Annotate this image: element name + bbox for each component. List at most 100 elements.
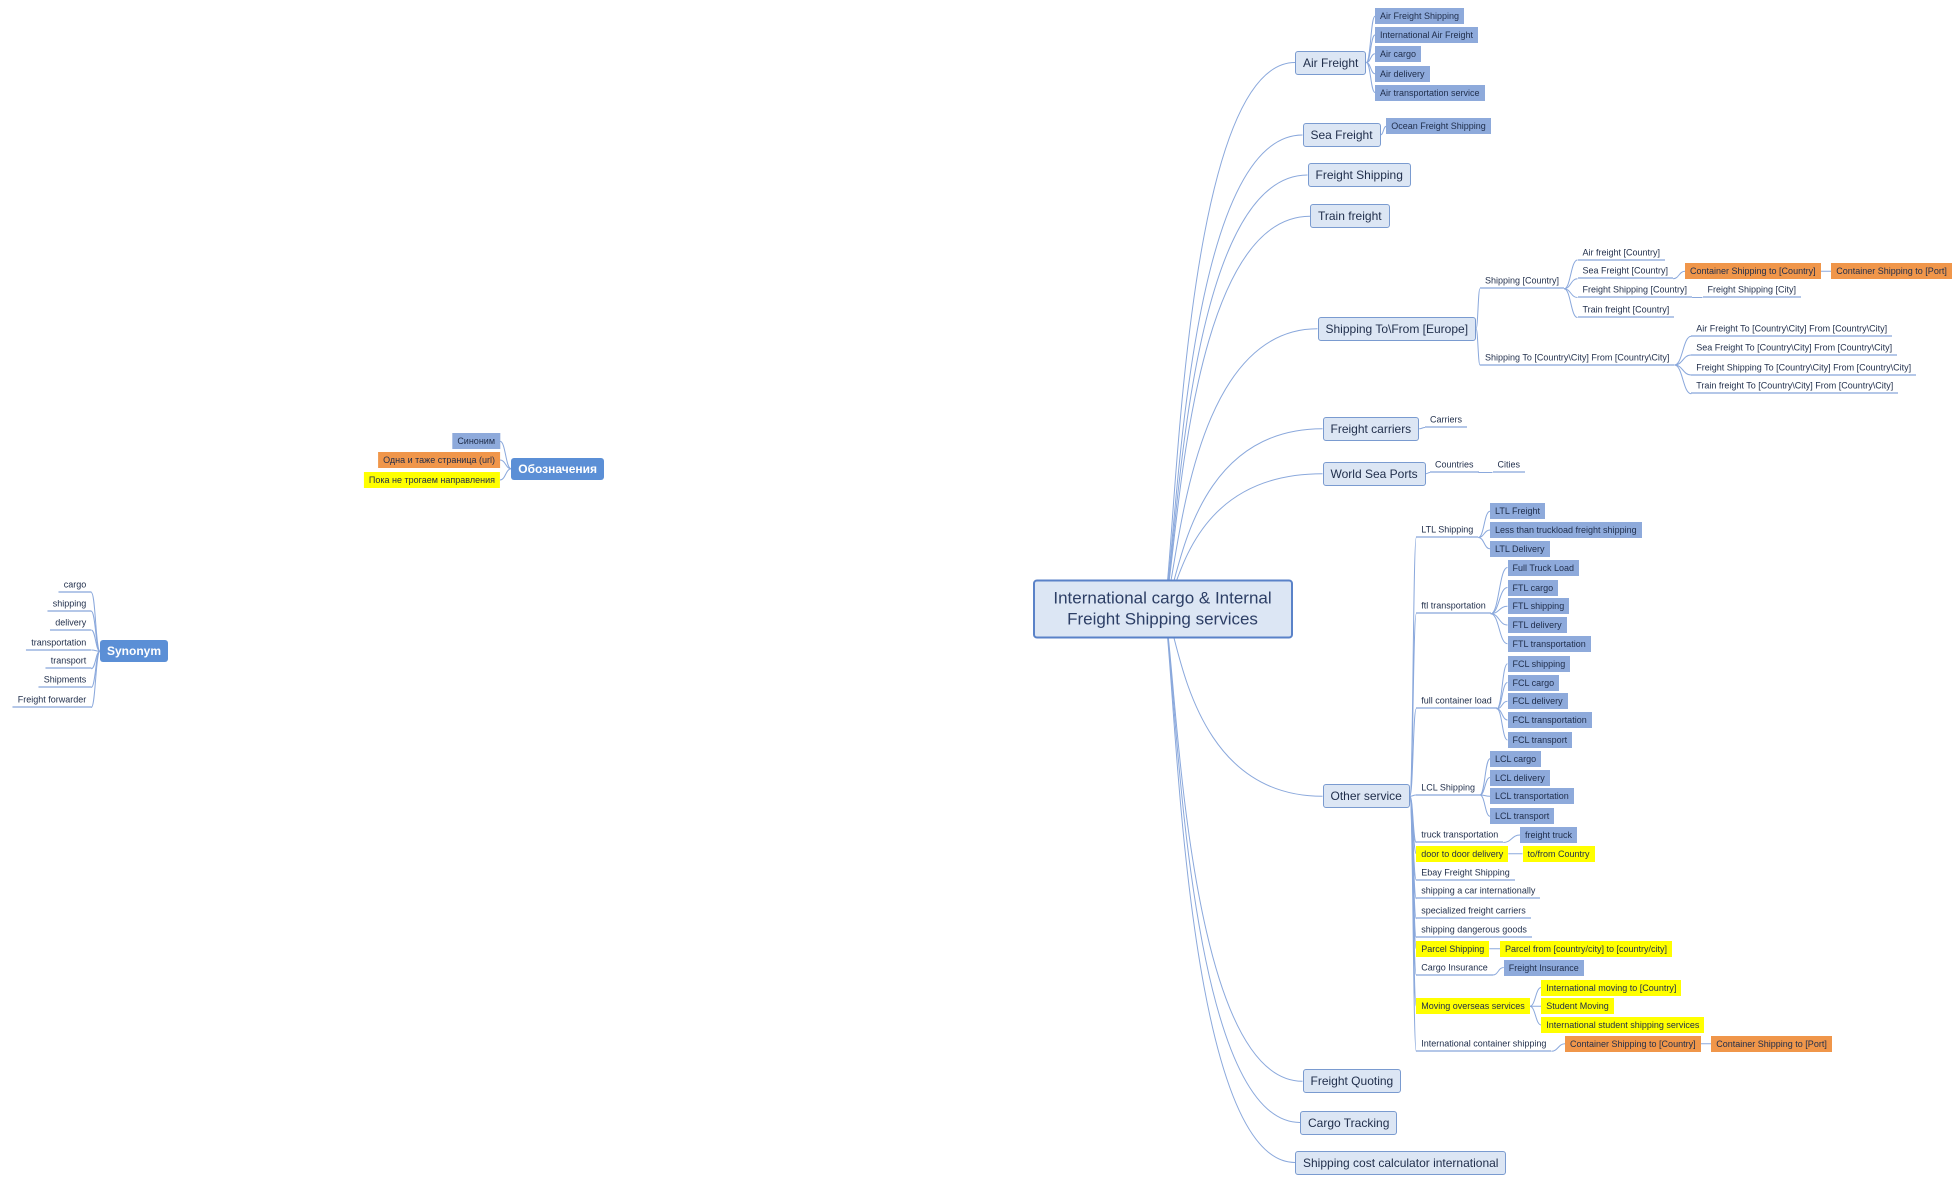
topic-node: Air cargo [1375,45,1422,62]
connector [1162,608,1301,1123]
topic-node: shipping [47,596,92,612]
connector [1162,328,1318,610]
connector [1380,125,1387,136]
topic-node: Container Shipping to [Port] [1711,1035,1832,1052]
connector [1478,510,1491,538]
topic-node: Less than truckload freight shipping [1490,522,1642,538]
connector [90,650,101,708]
topic-node: FTL cargo [1507,579,1559,596]
topic-node: Одна и таже страница (url) [378,452,500,468]
topic-node: Freight Shipping [City] [1702,283,1802,298]
topic-node: International Air Freight [1375,27,1479,43]
connector [1563,288,1578,318]
topic-node: Ocean Freight Shipping [1386,118,1491,135]
connector [1492,967,1504,976]
topic-node: Freight Quoting [1302,1069,1402,1094]
connector [90,629,101,652]
topic-node: Cargo Tracking [1300,1110,1398,1135]
connector [1365,15,1376,63]
topic-node: Synonym [100,640,169,663]
connector [1478,537,1491,550]
topic-node: International student shipping services [1541,1017,1705,1033]
topic-node: transport [45,654,92,669]
topic-node: Ebay Freight Shipping [1416,865,1515,880]
topic-node: Air Freight Shipping [1375,8,1465,25]
topic-node: Freight Shipping To [Country\City] From … [1691,360,1917,375]
connector [1162,608,1296,1163]
topic-node: LTL Freight [1490,503,1546,520]
topic-node: Shipping To\From [Europe] [1317,316,1477,341]
topic-node: Carriers [1425,413,1468,428]
topic-node: FCL delivery [1507,693,1568,710]
connector [1551,1043,1566,1052]
connector [1365,62,1376,93]
topic-node: Sea Freight To [Country\City] From [Coun… [1691,340,1898,355]
connector [1475,328,1481,366]
topic-node: LCL cargo [1490,750,1542,767]
topic-node: LCL delivery [1490,769,1550,786]
topic-node: FCL shipping [1507,655,1571,672]
connector [1529,1005,1542,1026]
topic-node: International moving to [Country] [1541,979,1682,996]
connector [1479,794,1491,817]
topic-node: Shipping To [Country\City] From [Country… [1480,350,1675,365]
topic-node: Countries [1430,458,1479,473]
topic-node: Freight Insurance [1503,959,1584,976]
topic-node: shipping a car internationally [1416,884,1541,899]
topic-node: Shipping [Country] [1480,274,1565,289]
topic-node: FTL transportation [1507,635,1591,652]
connector [1409,794,1417,797]
topic-node: Train freight To [Country\City] From [Co… [1691,379,1899,394]
topic-node: truck transportation [1416,828,1504,843]
connector [1409,708,1417,797]
topic-node: Freight forwarder [12,693,92,708]
topic-node: LTL Delivery [1490,540,1550,557]
topic-node: Cities [1492,458,1526,473]
topic-node: Parcel from [country/city] to [country/c… [1500,940,1673,957]
connector [1496,708,1508,741]
topic-node: Sea Freight [Country] [1577,264,1674,279]
topic-node: Other service [1322,784,1410,809]
topic-node: Moving overseas services [1416,998,1530,1015]
topic-node: Air Freight To [Country\City] From [Coun… [1691,321,1893,337]
connector [1490,567,1508,615]
topic-node: Air freight [Country] [1577,245,1666,260]
topic-node: freight truck [1520,827,1578,843]
connector [1162,608,1303,1082]
connector [1674,335,1692,366]
connector [1490,613,1508,645]
connector [1425,472,1431,475]
topic-node: FCL cargo [1507,674,1560,691]
topic-node: Пока не трогаем направления [363,472,500,488]
connector [1479,758,1491,796]
topic-node: delivery [50,615,92,630]
topic-node: Air delivery [1375,65,1430,82]
connector [1162,174,1308,610]
topic-node: Freight Shipping [Country] [1577,283,1693,298]
topic-node: LCL Shipping [1416,780,1480,795]
topic-node: full container load [1416,694,1497,709]
topic-node: to/from Country [1522,845,1595,862]
topic-node: Container Shipping to [Port] [1831,263,1952,280]
topic-node: LCL transportation [1490,788,1574,805]
topic-node: Air transportation service [1375,84,1485,101]
topic-node: cargo [58,578,92,593]
topic-node: FCL transportation [1507,712,1592,728]
topic-node: LCL transport [1490,808,1555,825]
connector [1496,682,1508,710]
topic-node: door to door delivery [1416,845,1509,862]
connector [1419,427,1426,430]
connector [1563,259,1578,290]
topic-node: LTL Shipping [1416,523,1479,538]
topic-node: FTL delivery [1507,617,1567,633]
topic-node: shipping dangerous goods [1416,923,1532,938]
connector [1674,364,1692,395]
topic-node: Синоним [452,433,500,450]
connector [1479,777,1491,796]
connector [1503,834,1521,843]
connector [1490,587,1508,615]
connector [1409,795,1417,1052]
connector [1162,62,1296,610]
topic-node: Shipments [38,673,92,688]
topic-node: Train freight [1310,204,1390,229]
